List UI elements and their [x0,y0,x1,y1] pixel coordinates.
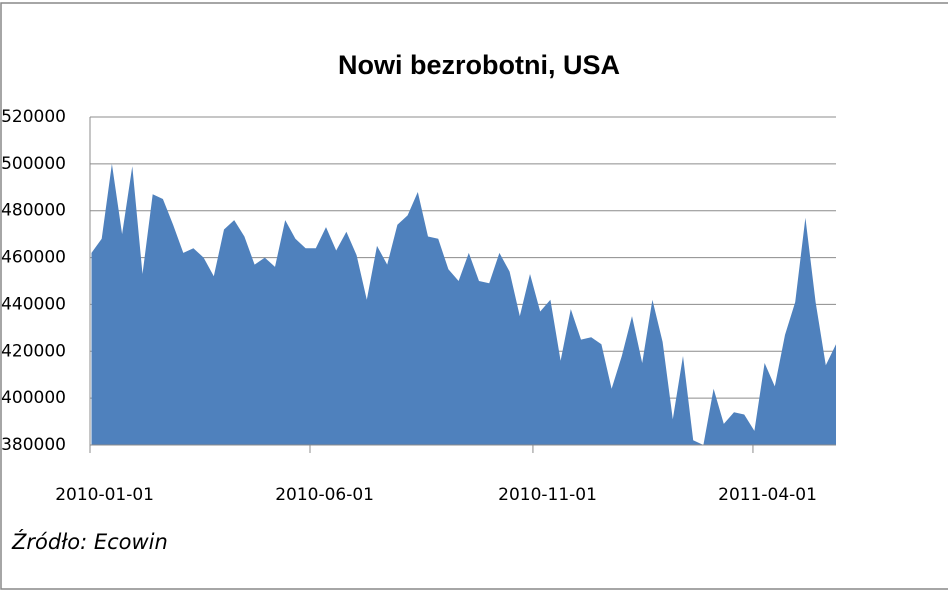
y-tick-label: 500000 [1,154,66,174]
y-tick-label: 380000 [1,435,66,455]
x-tick-label: 2010-11-01 [498,485,597,505]
chart-title: Nowi bezrobotni, USA [338,50,620,80]
y-tick-label: 460000 [1,248,66,268]
source-note: Źródło: Ecowin [11,529,168,554]
x-tick-label: 2010-06-01 [275,485,374,505]
area [91,163,836,445]
y-tick-label: 480000 [1,201,66,221]
y-tick-label: 400000 [1,388,66,408]
y-tick-label: 420000 [1,341,66,361]
x-tick-label: 2011-04-01 [718,485,817,505]
y-tick-label: 440000 [1,294,66,314]
y-tick-label: 520000 [1,107,66,127]
x-tick-label: 2010-01-01 [55,485,154,505]
